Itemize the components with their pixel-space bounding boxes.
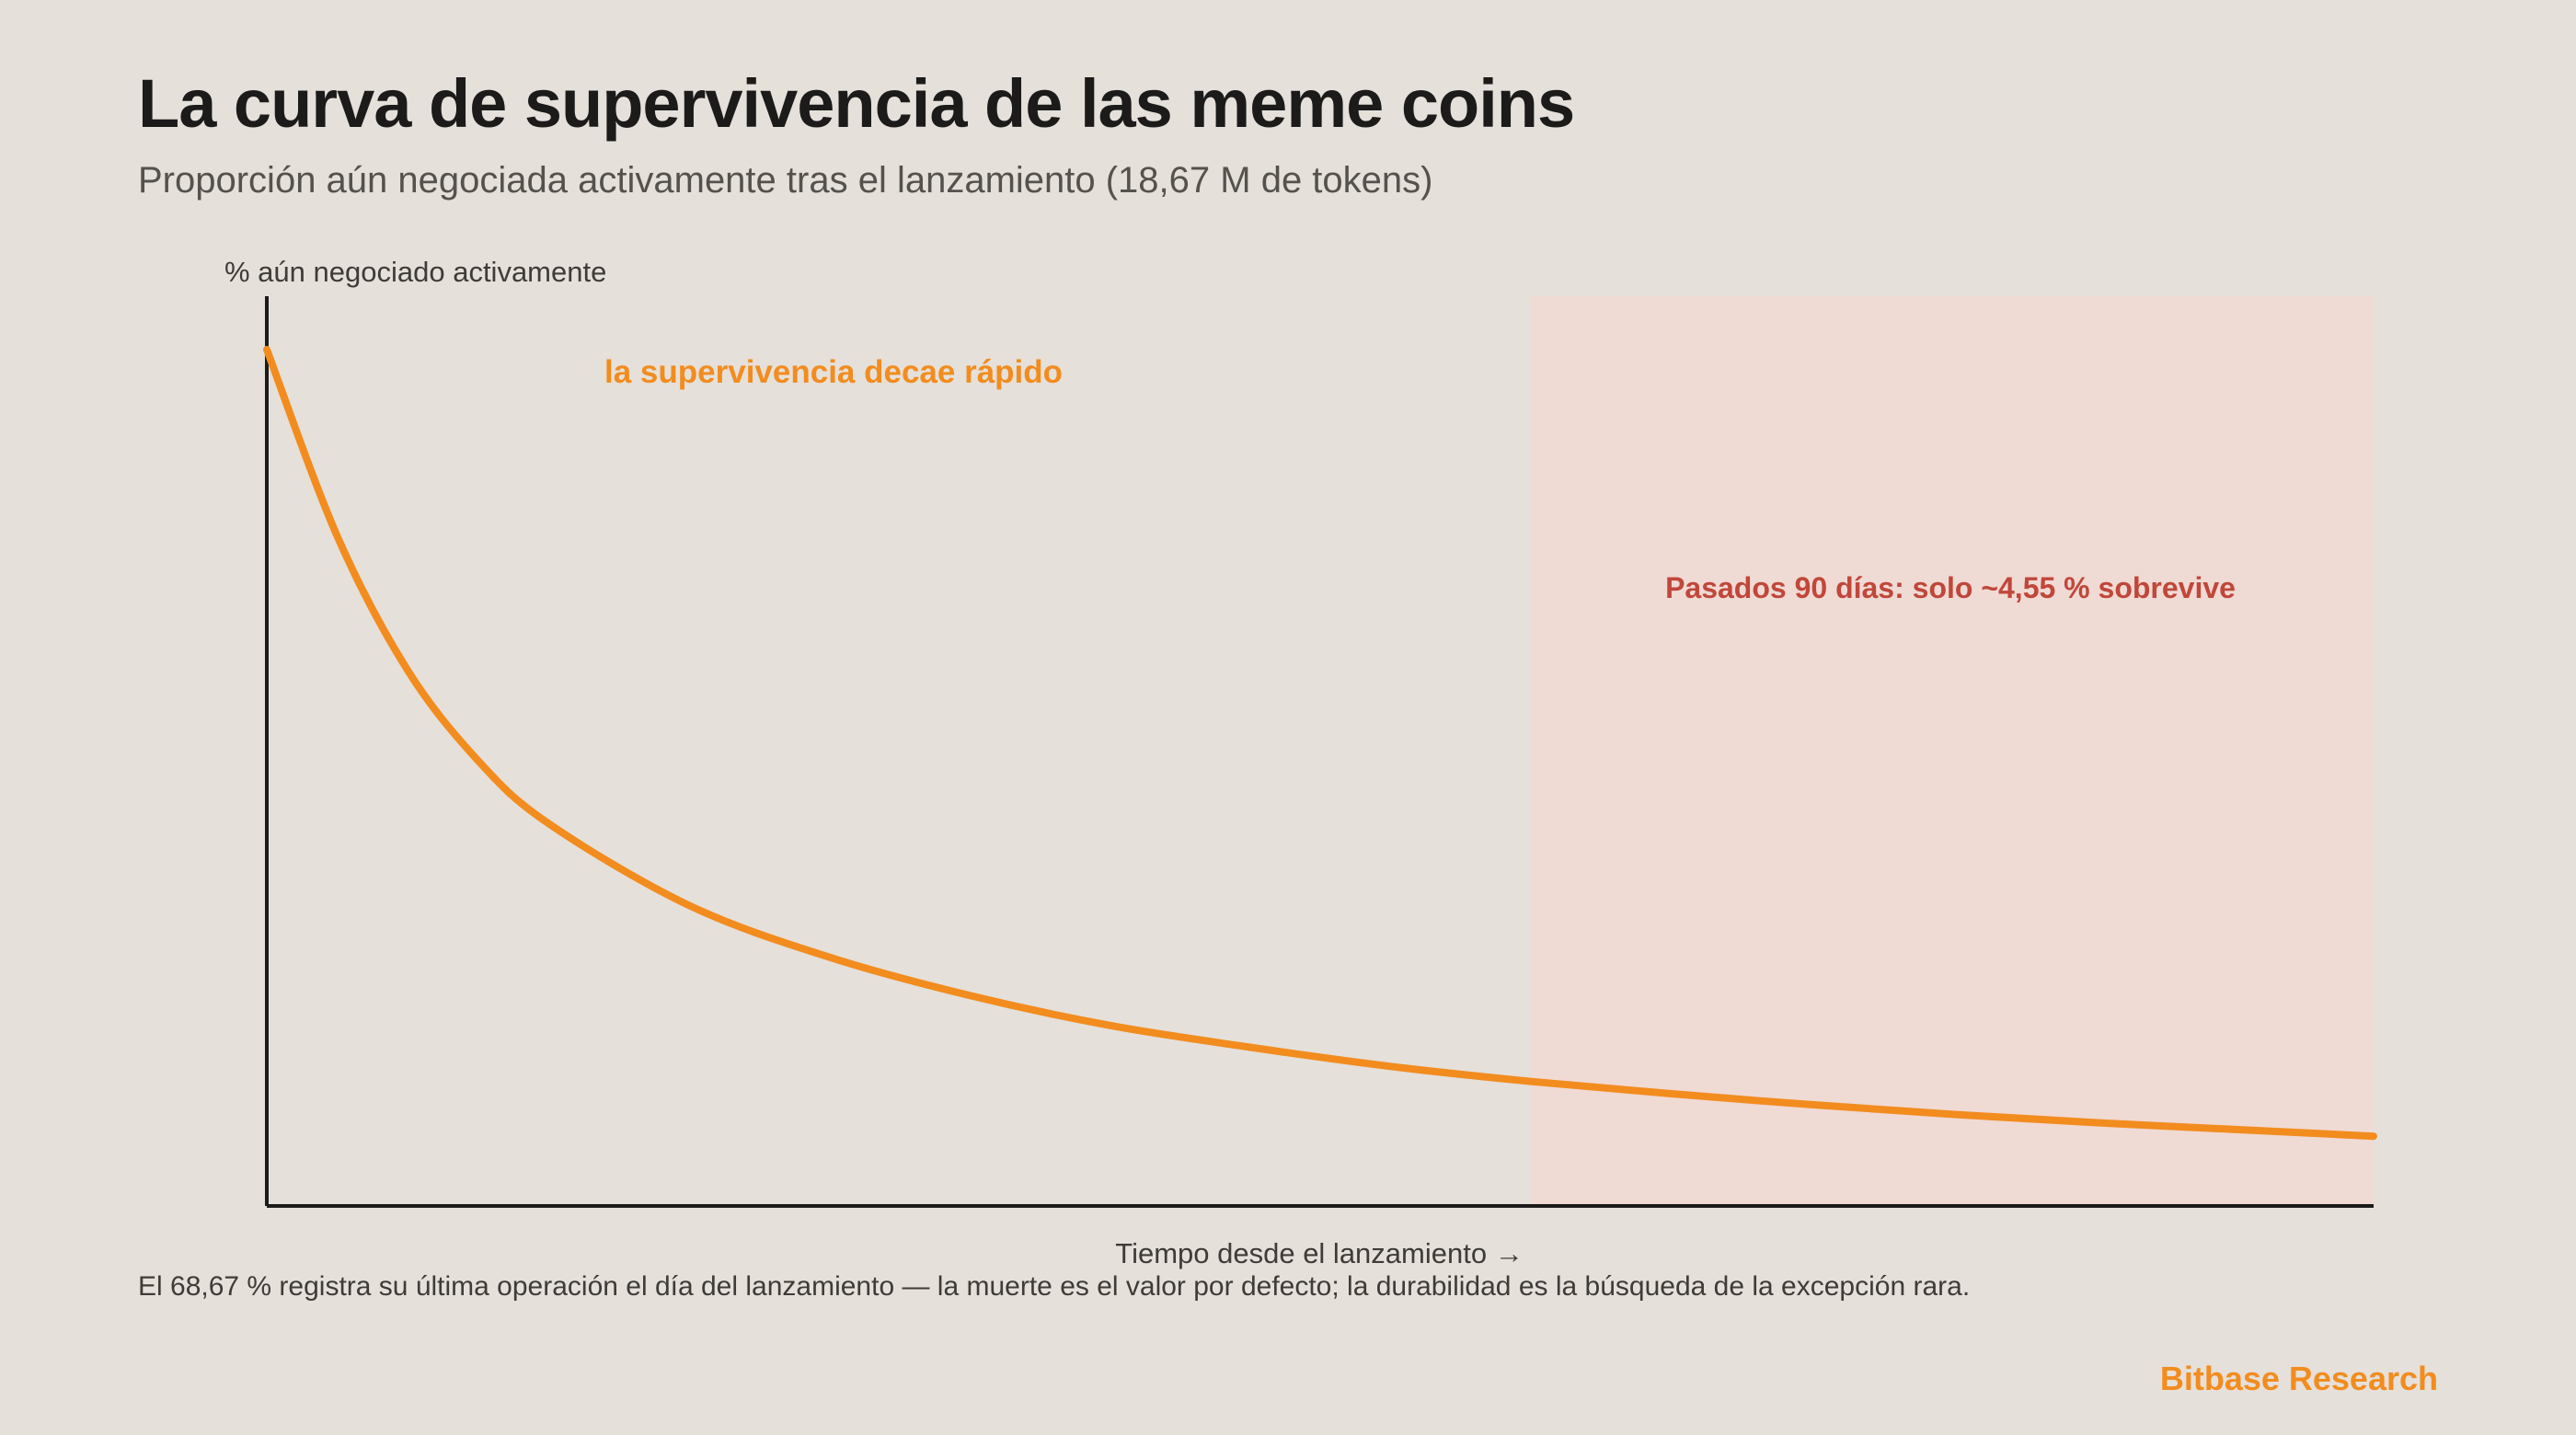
chart-subtitle: Proporción aún negociada activamente tra… — [138, 160, 1433, 201]
y-axis-label: % aún negociado activamente — [224, 256, 606, 288]
survival-curve-line — [263, 346, 2377, 1141]
annotation-90-days: Pasados 90 días: solo ~4,55 % sobrevive — [1665, 571, 2236, 604]
annotation-rapid-decay: la supervivencia decae rápido — [604, 354, 1063, 390]
chart-title: La curva de supervivencia de las meme co… — [138, 65, 1575, 142]
highlight-region-after-90-days — [1531, 296, 2374, 1206]
footnote: El 68,67 % registra su última operación … — [138, 1271, 1971, 1302]
brand-logo-text: Bitbase Research — [2159, 1360, 2438, 1397]
x-axis-label: Tiempo desde el lanzamiento → — [1115, 1237, 1523, 1269]
